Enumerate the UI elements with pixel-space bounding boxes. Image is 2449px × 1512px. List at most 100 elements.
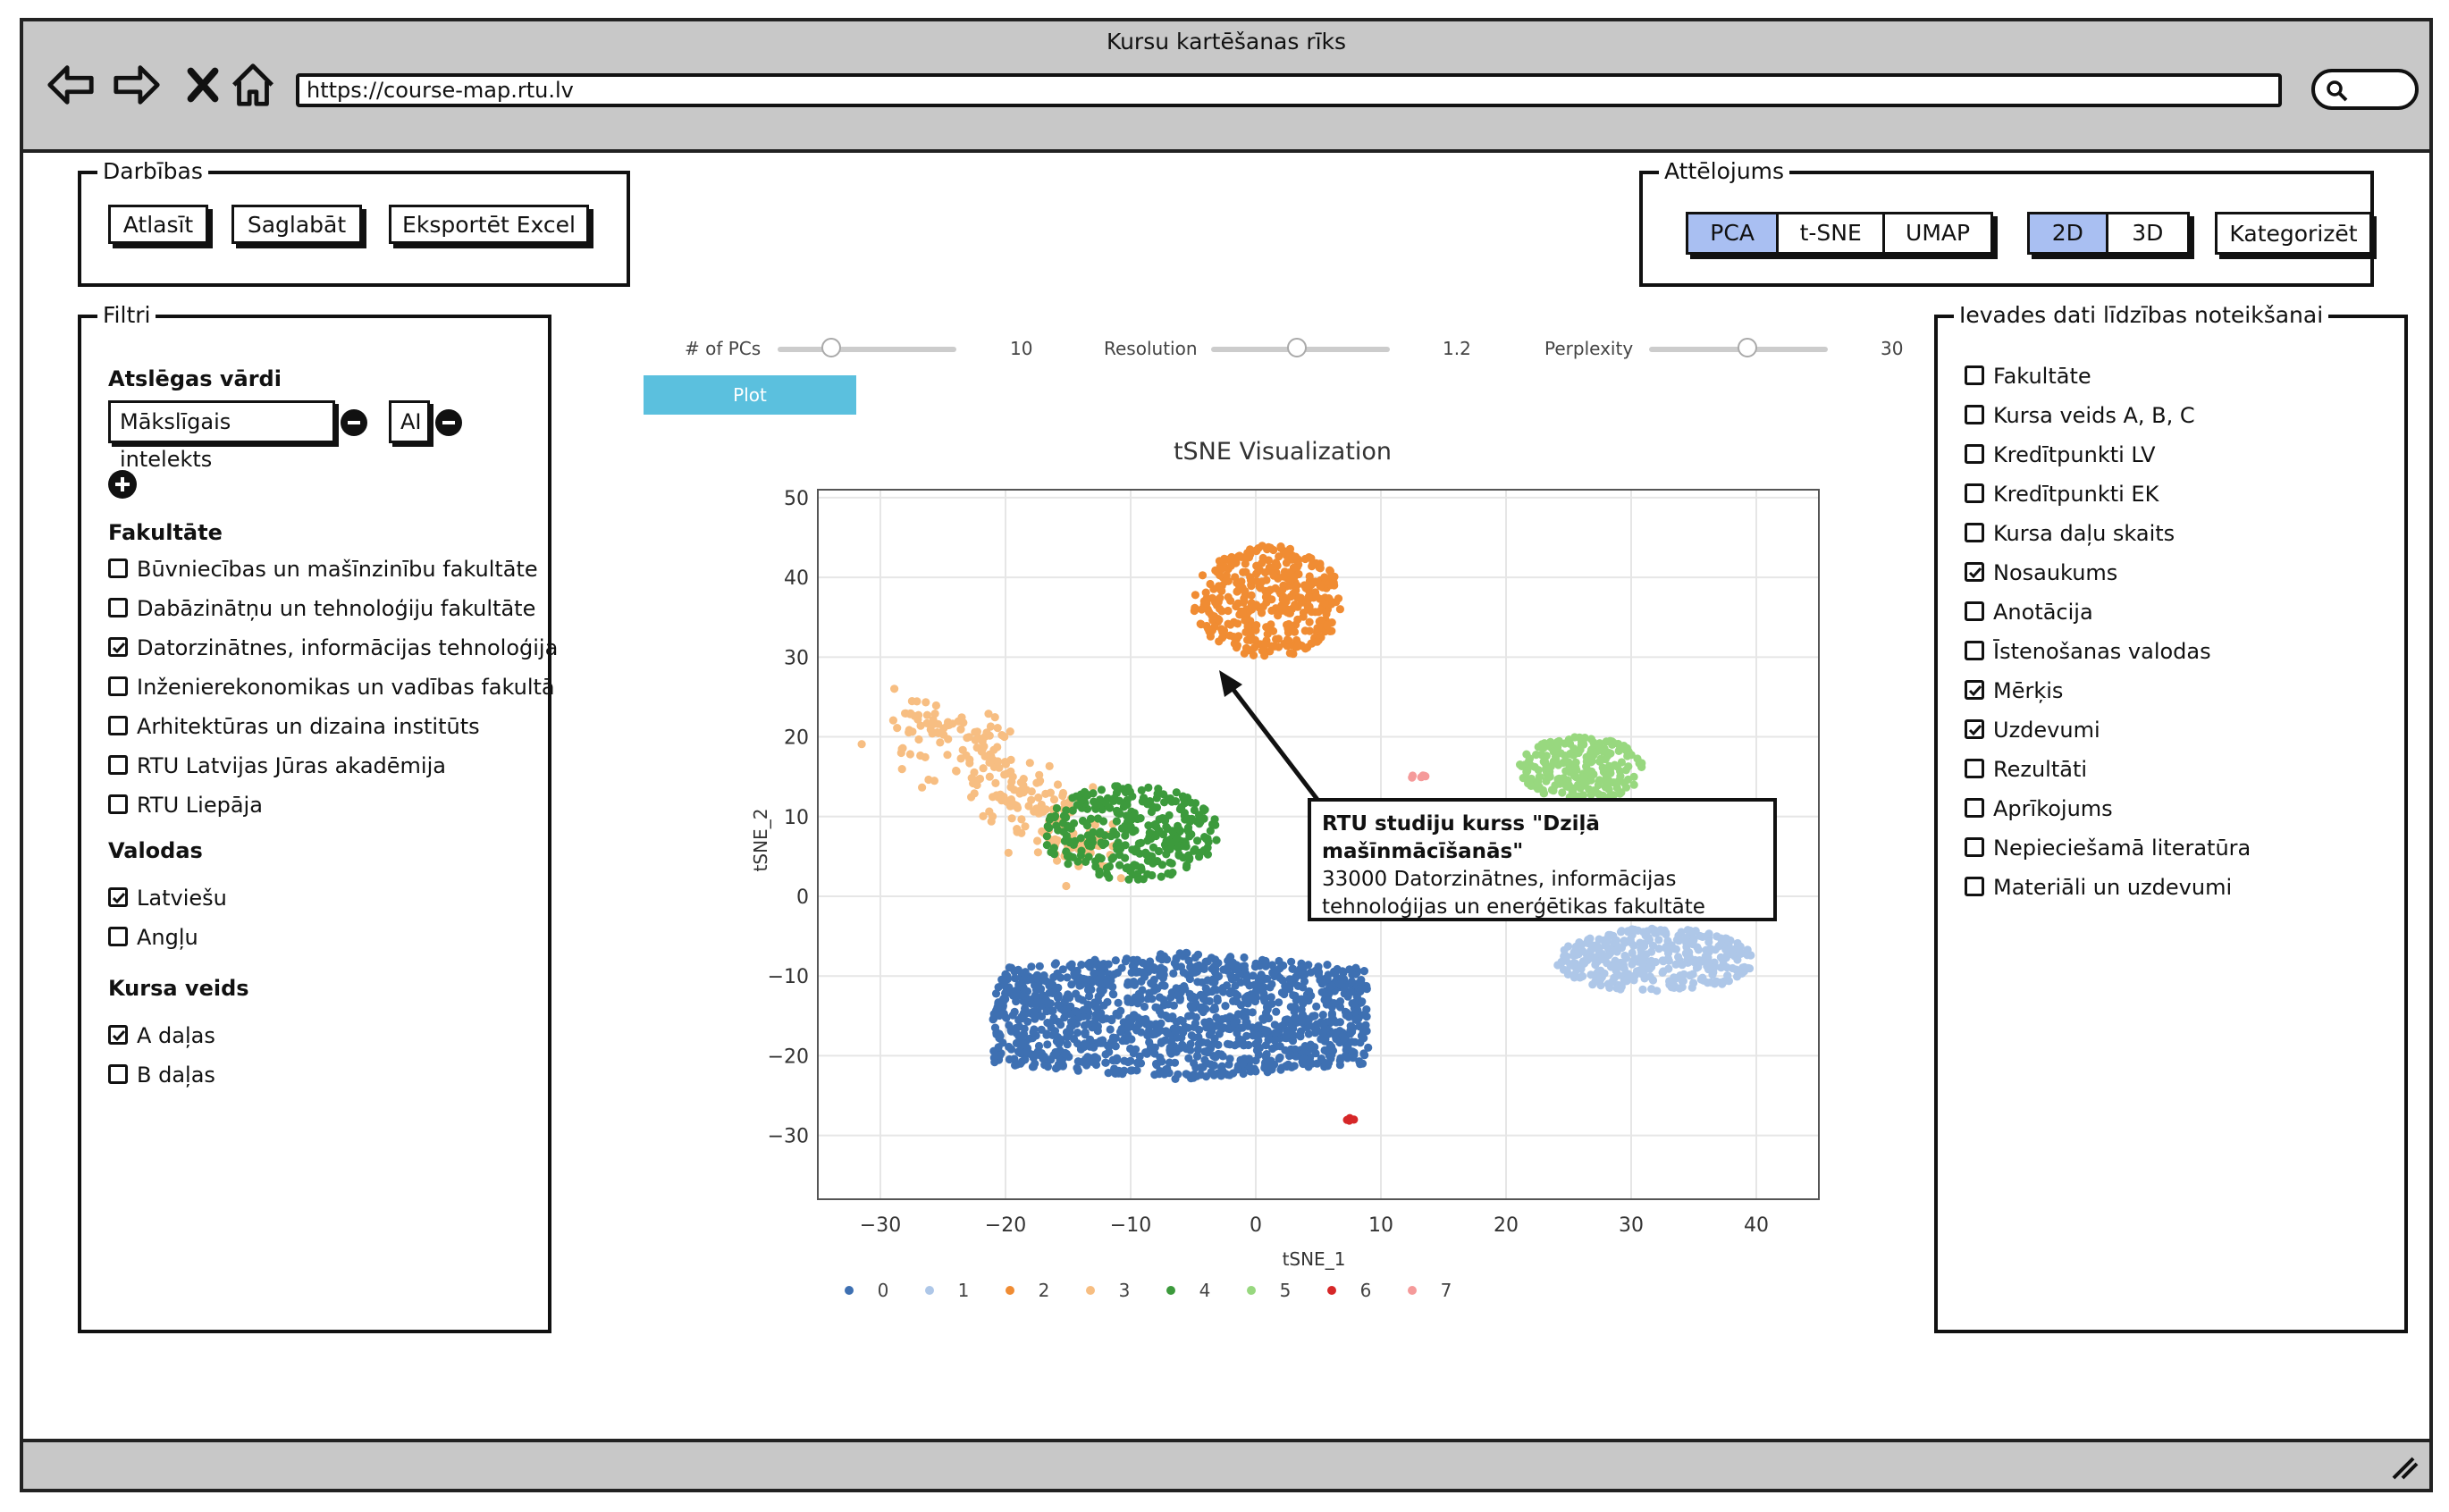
checkbox[interactable] — [108, 716, 128, 735]
scatter-point-class-0 — [1338, 967, 1347, 976]
language-item[interactable]: Angļu — [108, 924, 198, 951]
input-field-item[interactable]: Nepieciešamā literatūra — [1965, 835, 2251, 861]
input-field-item[interactable]: Nosaukums — [1965, 559, 2117, 586]
faculty-item[interactable]: Arhitektūras un dizaina institūts — [108, 713, 480, 740]
remove-keyword-icon[interactable] — [435, 409, 462, 436]
checkbox[interactable] — [108, 676, 128, 696]
categorize-button[interactable]: Kategorizēt — [2215, 212, 2372, 255]
dim-3d[interactable]: 3D — [2132, 220, 2164, 246]
input-field-item[interactable]: Fakultāte — [1965, 363, 2091, 390]
scatter-point-class-4 — [1185, 853, 1194, 862]
close-x-icon[interactable] — [175, 57, 231, 113]
checkbox[interactable] — [108, 1064, 128, 1084]
keyword-tag-ai-lv: Mākslīgais intelekts — [108, 400, 335, 472]
faculty-item[interactable]: Inženierekonomikas un vadības fakultā — [108, 674, 555, 701]
input-field-item[interactable]: Anotācija — [1965, 599, 2093, 626]
language-item[interactable]: Latviešu — [108, 885, 227, 911]
input-field-item[interactable]: Mērķis — [1965, 677, 2063, 704]
checkbox[interactable] — [1965, 877, 1984, 896]
method-umap[interactable]: UMAP — [1906, 220, 1971, 246]
pcs-slider[interactable] — [778, 347, 956, 352]
scatter-point-class-0 — [1217, 1015, 1226, 1024]
scatter-point-class-2 — [1216, 584, 1224, 593]
select-button[interactable]: Atlasīt — [108, 205, 208, 244]
checkbox[interactable] — [1965, 798, 1984, 818]
scatter-point-class-2 — [1276, 543, 1285, 552]
faculty-item[interactable]: Datorzinātnes, informācijas tehnoloģija — [108, 634, 558, 661]
faculty-item[interactable]: Dabāzinātņu un tehnoloģiju fakultāte — [108, 595, 535, 622]
resize-handle-icon[interactable] — [2390, 1455, 2420, 1482]
checkbox[interactable] — [108, 927, 128, 946]
faculty-item[interactable]: RTU Latvijas Jūras akadēmija — [108, 752, 446, 779]
checkbox[interactable] — [108, 598, 128, 617]
home-icon[interactable] — [225, 57, 281, 113]
pcs-slider-knob[interactable] — [821, 338, 841, 357]
url-input[interactable]: https://course-map.rtu.lv — [296, 73, 2282, 107]
checkbox-checked[interactable] — [1965, 719, 1984, 739]
checkbox[interactable] — [108, 755, 128, 775]
scatter-point-class-1 — [1580, 959, 1589, 968]
scatter-point-class-0 — [1043, 1040, 1052, 1049]
input-field-item[interactable]: Uzdevumi — [1965, 717, 2100, 743]
scatter-point-class-0 — [1166, 1046, 1174, 1054]
input-field-item[interactable]: Materiāli un uzdevumi — [1965, 874, 2232, 901]
input-field-item[interactable]: Kredītpunkti EK — [1965, 481, 2159, 508]
input-field-item[interactable]: Aprīkojums — [1965, 795, 2113, 822]
checkbox[interactable] — [1965, 405, 1984, 424]
checkbox[interactable] — [1965, 483, 1984, 503]
course-type-item[interactable]: A daļas — [108, 1022, 215, 1049]
scatter-point-class-5 — [1534, 766, 1543, 775]
perplexity-slider-knob[interactable] — [1738, 338, 1757, 357]
method-pca[interactable]: PCA — [1688, 214, 1780, 252]
checkbox-checked[interactable] — [108, 1025, 128, 1045]
scatter-point-class-0 — [1000, 981, 1009, 990]
faculty-item[interactable]: Būvniecības un mašīnzinību fakultāte — [108, 556, 538, 583]
scatter-point-class-5 — [1561, 767, 1570, 776]
forward-arrow-icon[interactable] — [109, 57, 164, 113]
input-field-item[interactable]: Rezultāti — [1965, 756, 2087, 783]
input-field-item[interactable]: Kursa veids A, B, C — [1965, 402, 2195, 429]
input-field-item[interactable]: Kursa daļu skaits — [1965, 520, 2175, 547]
course-type-item[interactable]: B daļas — [108, 1062, 215, 1088]
search-button[interactable] — [2311, 69, 2419, 110]
scatter-point-class-0 — [1149, 975, 1158, 985]
input-field-item[interactable]: Kredītpunkti LV — [1965, 441, 2156, 468]
faculty-item[interactable]: RTU Liepāja — [108, 792, 263, 819]
scatter-point-class-4 — [1206, 827, 1215, 836]
add-keyword-icon[interactable] — [108, 470, 137, 499]
scatter-point-class-4 — [1097, 785, 1106, 794]
scatter-point-class-1 — [1610, 937, 1619, 947]
checkbox-checked[interactable] — [1965, 680, 1984, 700]
checkbox[interactable] — [1965, 601, 1984, 621]
scatter-point-class-0 — [1335, 1003, 1345, 1012]
scatter-point-class-1 — [1647, 985, 1656, 994]
plot-button[interactable]: Plot — [644, 375, 856, 415]
checkbox[interactable] — [1965, 641, 1984, 660]
scatter-point-class-0 — [1085, 975, 1094, 985]
checkbox[interactable] — [108, 794, 128, 814]
checkbox[interactable] — [108, 559, 128, 578]
checkbox[interactable] — [1965, 523, 1984, 542]
resolution-slider-knob[interactable] — [1287, 338, 1307, 357]
input-field-item[interactable]: Īstenošanas valodas — [1965, 638, 2211, 665]
back-arrow-icon[interactable] — [43, 57, 98, 113]
scatter-point-class-1 — [1645, 964, 1654, 973]
checkbox[interactable] — [1965, 759, 1984, 778]
scatter-point-class-3 — [943, 751, 952, 760]
scatter-point-class-0 — [1026, 975, 1035, 984]
checkbox[interactable] — [1965, 444, 1984, 464]
checkbox[interactable] — [1965, 365, 1984, 385]
scatter-point-class-5 — [1591, 787, 1600, 796]
checkbox-checked[interactable] — [1965, 562, 1984, 582]
y-tick-label: 0 — [796, 886, 809, 909]
dim-2d[interactable]: 2D — [2030, 214, 2108, 252]
scatter-point-class-3 — [933, 719, 943, 728]
checkbox-checked[interactable] — [108, 887, 128, 907]
save-button[interactable]: Saglabāt — [231, 205, 362, 244]
checkbox-checked[interactable] — [108, 637, 128, 657]
scatter-point-class-1 — [1722, 963, 1731, 972]
remove-keyword-icon[interactable] — [341, 409, 367, 436]
export-excel-button[interactable]: Eksportēt Excel — [389, 205, 589, 244]
checkbox[interactable] — [1965, 837, 1984, 857]
method-tsne[interactable]: t-SNE — [1779, 214, 1886, 252]
